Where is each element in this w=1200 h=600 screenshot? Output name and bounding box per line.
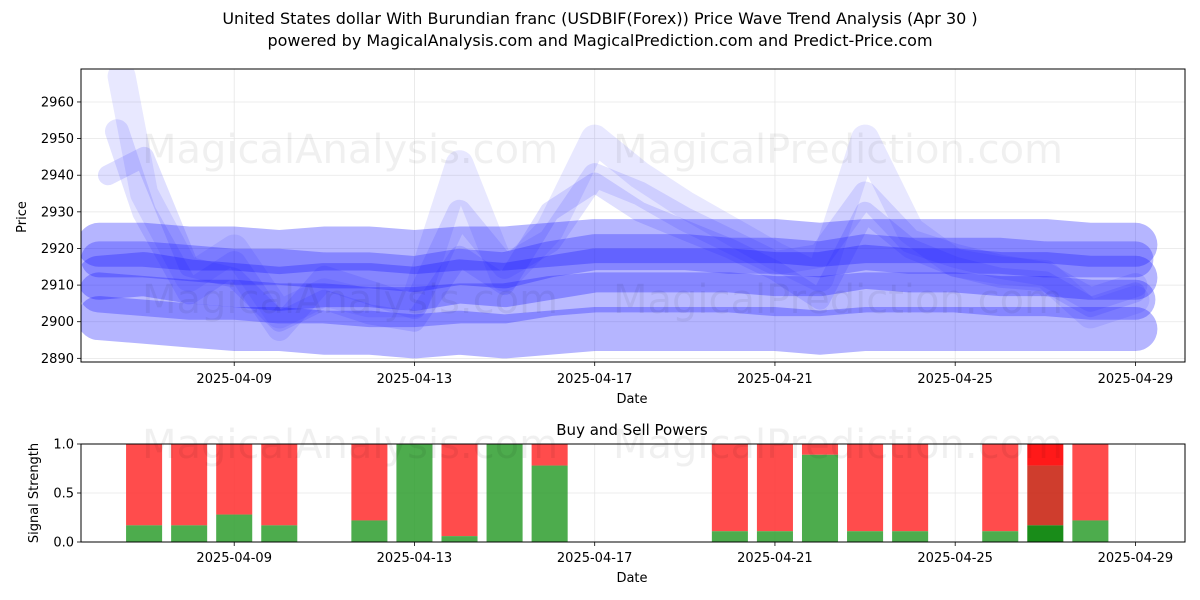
buy-power-bar [486, 444, 523, 542]
sell-power-bar [171, 444, 208, 526]
watermark-right-lower: MagicalPrediction.com [613, 277, 1063, 323]
buy-sell-x-axis-label: Date [616, 571, 647, 586]
price-x-tick-label: 2025-04-29 [1098, 372, 1174, 387]
price-wave-line [81, 272, 1156, 328]
buy-power-bar [261, 525, 298, 542]
price-y-tick-label: 2950 [41, 132, 74, 147]
buy-power-bar [351, 520, 388, 542]
buy-power-bar [531, 465, 568, 542]
price-wave-line [81, 244, 1158, 311]
signal-x-tick-label: 2025-04-25 [917, 551, 993, 566]
buy-sell-title: Buy and Sell Powers [556, 421, 708, 439]
sell-power-bar [351, 444, 388, 521]
signal-x-tick-label: 2025-04-21 [737, 551, 813, 566]
buy-sell-panel: Buy and Sell Powers MagicalAnalysis.com … [27, 421, 1186, 586]
buy-power-bar [982, 531, 1019, 542]
buy-power-bar [1027, 525, 1064, 542]
price-plot-frame [80, 68, 1186, 363]
sell-power-bar [261, 444, 298, 526]
sell-power-bar [801, 444, 839, 455]
sell-power-bar [711, 444, 748, 532]
signal-x-tick-label: 2025-04-29 [1098, 551, 1174, 566]
sell-power-bar [847, 444, 884, 532]
price-y-tick-label: 2930 [41, 205, 74, 220]
sell-power-bar [1027, 444, 1064, 466]
buy-power-bar [216, 514, 253, 542]
price-wave-line [81, 219, 1158, 275]
watermark-left-lower: MagicalAnalysis.com [142, 277, 558, 323]
buy-power-bar [441, 536, 478, 542]
sell-power-bar [531, 444, 568, 466]
price-wave-line [105, 119, 1148, 341]
price-wave-line [107, 69, 1150, 329]
chart-subtitle: powered by MagicalAnalysis.com and Magic… [267, 31, 933, 50]
signal-x-tick-label: 2025-04-09 [196, 551, 272, 566]
price-y-tick-label: 2900 [41, 315, 74, 330]
price-y-tick-label: 2920 [41, 242, 74, 257]
buy-power-bar [171, 525, 208, 542]
watermark-left: MagicalAnalysis.com [142, 127, 558, 173]
price-y-tick-label: 2910 [41, 279, 74, 294]
price-wave-panel: MagicalAnalysis.com MagicalPrediction.co… [15, 68, 1186, 407]
signal-x-tick-label: 2025-04-17 [557, 551, 633, 566]
price-y-axis-label: Price [15, 201, 30, 233]
chart-title-block: United States dollar With Burundian fran… [0, 8, 1200, 52]
price-wave-line [81, 296, 1158, 359]
signal-y-tick-label: 0.0 [53, 536, 74, 551]
price-x-tick-label: 2025-04-13 [377, 372, 453, 387]
signal-y-tick-label: 1.0 [53, 438, 74, 453]
buy-power-bar [756, 531, 793, 542]
price-x-tick-label: 2025-04-21 [737, 372, 813, 387]
buy-power-bar [892, 531, 929, 542]
sell-power-bar [892, 444, 929, 532]
price-y-tick-label: 2940 [41, 169, 74, 184]
sell-power-bar [126, 444, 163, 526]
buy-sell-y-axis-label: Signal Strength [27, 443, 42, 543]
price-y-tick-label: 2890 [41, 352, 74, 367]
sell-power-bar [756, 444, 793, 532]
price-x-tick-label: 2025-04-25 [917, 372, 993, 387]
signal-x-tick-label: 2025-04-13 [377, 551, 453, 566]
price-y-tick-label: 2960 [41, 95, 74, 110]
price-wave-line [81, 234, 1154, 293]
chart-title: United States dollar With Burundian fran… [222, 9, 978, 28]
mixed-power-bar [1027, 465, 1064, 526]
buy-power-bar [126, 525, 163, 542]
sell-power-bar [1072, 444, 1109, 521]
price-x-tick-label: 2025-04-17 [557, 372, 633, 387]
buy-power-bar [801, 454, 839, 542]
price-x-axis-label: Date [616, 392, 647, 407]
watermark-bottom-left: MagicalAnalysis.com [142, 422, 558, 468]
sell-power-bar [216, 444, 253, 515]
signal-y-tick-label: 0.5 [53, 487, 74, 502]
buy-power-bar [711, 531, 748, 542]
sell-power-bar [441, 444, 478, 537]
price-x-tick-label: 2025-04-09 [196, 372, 272, 387]
price-wave-line [98, 146, 1146, 332]
buy-power-bar [1072, 520, 1109, 542]
watermark-right: MagicalPrediction.com [613, 127, 1063, 173]
watermark-bottom-right: MagicalPrediction.com [613, 422, 1063, 468]
buy-power-bar [847, 531, 884, 542]
sell-power-bar [982, 444, 1019, 532]
buy-power-bar [396, 444, 433, 542]
